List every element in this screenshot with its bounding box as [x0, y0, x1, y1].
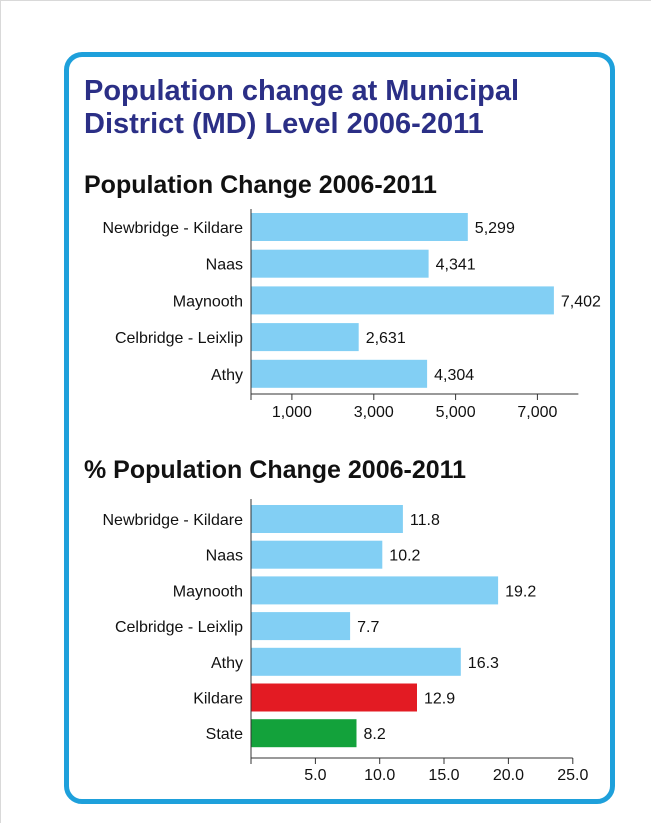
value-label-athy: 4,304 — [434, 367, 474, 384]
value-label-athy: 16.3 — [468, 655, 499, 672]
x-tick-label: 3,000 — [354, 404, 394, 421]
chart-1-plot: Newbridge - Kildare 5,299 Naas 4,341 Maynoot… — [102, 209, 601, 421]
value-label-celbridge-leixlip: 7.7 — [357, 619, 379, 636]
x-tick-label: 5.0 — [304, 767, 326, 784]
category-label-maynooth: Maynooth — [173, 583, 243, 600]
category-label-newbridge-kildare: Newbridge - Kildare — [102, 512, 243, 529]
chart-1-title: Population Change 2006-2011 — [84, 171, 437, 199]
category-label-naas: Naas — [206, 257, 243, 274]
info-card — [64, 52, 615, 804]
category-label-maynooth: Maynooth — [173, 293, 243, 310]
value-label-celbridge-leixlip: 2,631 — [366, 330, 406, 347]
category-label-celbridge-leixlip: Celbridge - Leixlip — [115, 330, 243, 347]
bar-athy — [251, 647, 461, 676]
bar-maynooth — [251, 576, 499, 605]
category-label-naas: Naas — [206, 548, 243, 565]
value-label-newbridge-kildare: 5,299 — [475, 220, 515, 237]
value-label-maynooth: 19.2 — [505, 583, 536, 600]
category-label-athy: Athy — [211, 367, 243, 384]
bar-state — [251, 719, 357, 748]
value-label-naas: 10.2 — [389, 548, 420, 565]
bar-newbridge-kildare — [251, 213, 468, 241]
value-label-newbridge-kildare: 11.8 — [410, 512, 440, 529]
main-title-line-2: District (MD) Level 2006-2011 — [84, 108, 484, 140]
bar-naas — [251, 540, 383, 569]
bar-celbridge-leixlip — [251, 612, 351, 641]
bar-athy — [251, 359, 428, 388]
bar-newbridge-kildare — [251, 505, 403, 533]
x-tick-label: 10.0 — [364, 767, 395, 784]
x-tick-label: 7,000 — [517, 404, 557, 421]
x-tick-label: 1,000 — [272, 404, 312, 421]
bar-maynooth — [251, 286, 554, 315]
category-label-state: State — [206, 726, 243, 743]
bar-celbridge-leixlip — [251, 323, 359, 352]
chart-2-title: % Population Change 2006-2011 — [84, 456, 467, 484]
value-label-kildare: 12.9 — [424, 691, 455, 708]
value-label-naas: 4,341 — [436, 257, 476, 274]
main-title: Population change at Municipal District … — [84, 75, 604, 141]
category-label-athy: Athy — [211, 655, 243, 672]
value-label-state: 8.2 — [364, 726, 386, 743]
category-label-celbridge-leixlip: Celbridge - Leixlip — [115, 619, 243, 636]
bar-kildare — [251, 683, 417, 712]
x-tick-label: 25.0 — [557, 767, 588, 784]
chart-2-plot: Newbridge - Kildare 11.8 Naas 10.2 Maynooth 1… — [102, 499, 588, 784]
x-tick-label: 5,000 — [436, 404, 476, 421]
x-tick-label: 20.0 — [493, 767, 524, 784]
x-tick-label: 15.0 — [428, 767, 459, 784]
category-label-newbridge-kildare: Newbridge - Kildare — [102, 220, 243, 237]
main-title-line-1: Population change at Municipal — [84, 75, 520, 107]
category-label-kildare: Kildare — [193, 691, 243, 708]
bar-naas — [251, 249, 429, 278]
value-label-maynooth: 7,402 — [561, 293, 601, 310]
